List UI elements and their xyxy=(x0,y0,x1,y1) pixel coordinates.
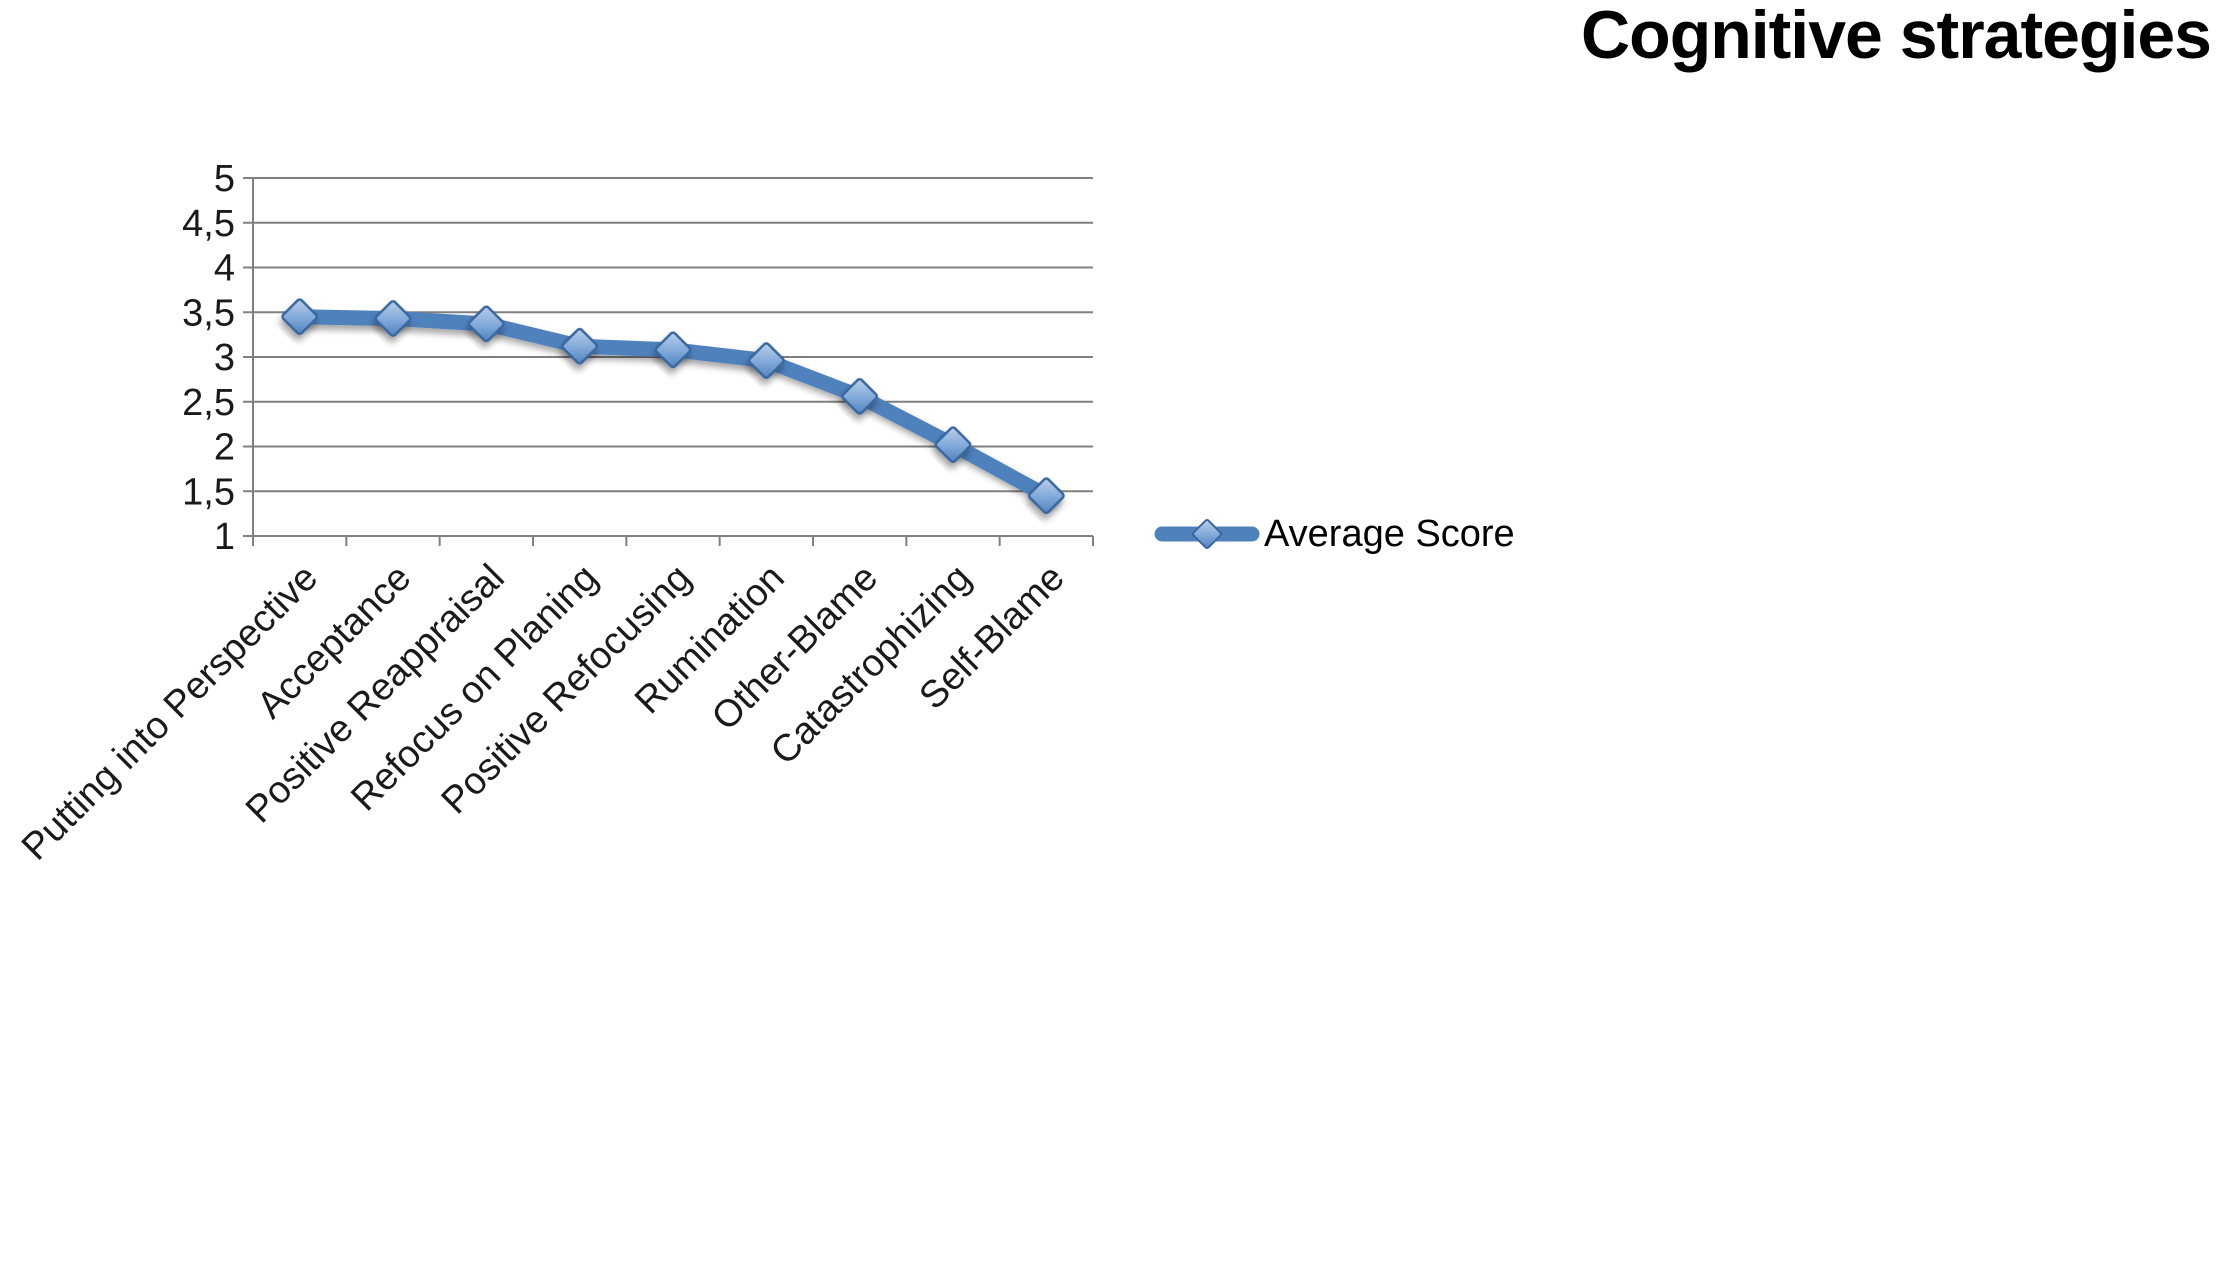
data-point-marker xyxy=(281,298,319,336)
legend: Average Score xyxy=(1152,512,1515,556)
gridlines: 11,522,533,544,55 xyxy=(182,158,1093,558)
x-axis-labels: Putting into PerspectiveAcceptancePositi… xyxy=(14,557,1073,869)
y-tick-label: 3,5 xyxy=(182,292,235,334)
legend-marker-icon xyxy=(1154,518,1260,550)
y-tick-label: 2 xyxy=(214,427,235,469)
legend-label: Average Score xyxy=(1264,512,1515,555)
data-point-marker xyxy=(654,331,692,369)
y-tick-label: 4,5 xyxy=(182,203,235,245)
data-point-marker xyxy=(374,300,412,337)
x-axis-ticks xyxy=(252,536,1094,546)
y-tick-label: 1,5 xyxy=(182,471,235,513)
y-tick-label: 4 xyxy=(214,248,235,290)
data-point-marker xyxy=(1027,477,1065,515)
data-point-marker xyxy=(561,327,599,365)
y-tick-label: 1 xyxy=(214,516,235,558)
data-point-marker xyxy=(841,377,879,415)
y-tick-label: 5 xyxy=(214,158,235,200)
chart-title: Cognitive strategies xyxy=(1581,0,2212,73)
y-tick-label: 3 xyxy=(214,337,235,379)
data-point-marker xyxy=(747,342,785,379)
data-point-marker xyxy=(934,426,972,464)
data-point-marker xyxy=(467,305,505,343)
y-tick-label: 2,5 xyxy=(182,382,235,424)
